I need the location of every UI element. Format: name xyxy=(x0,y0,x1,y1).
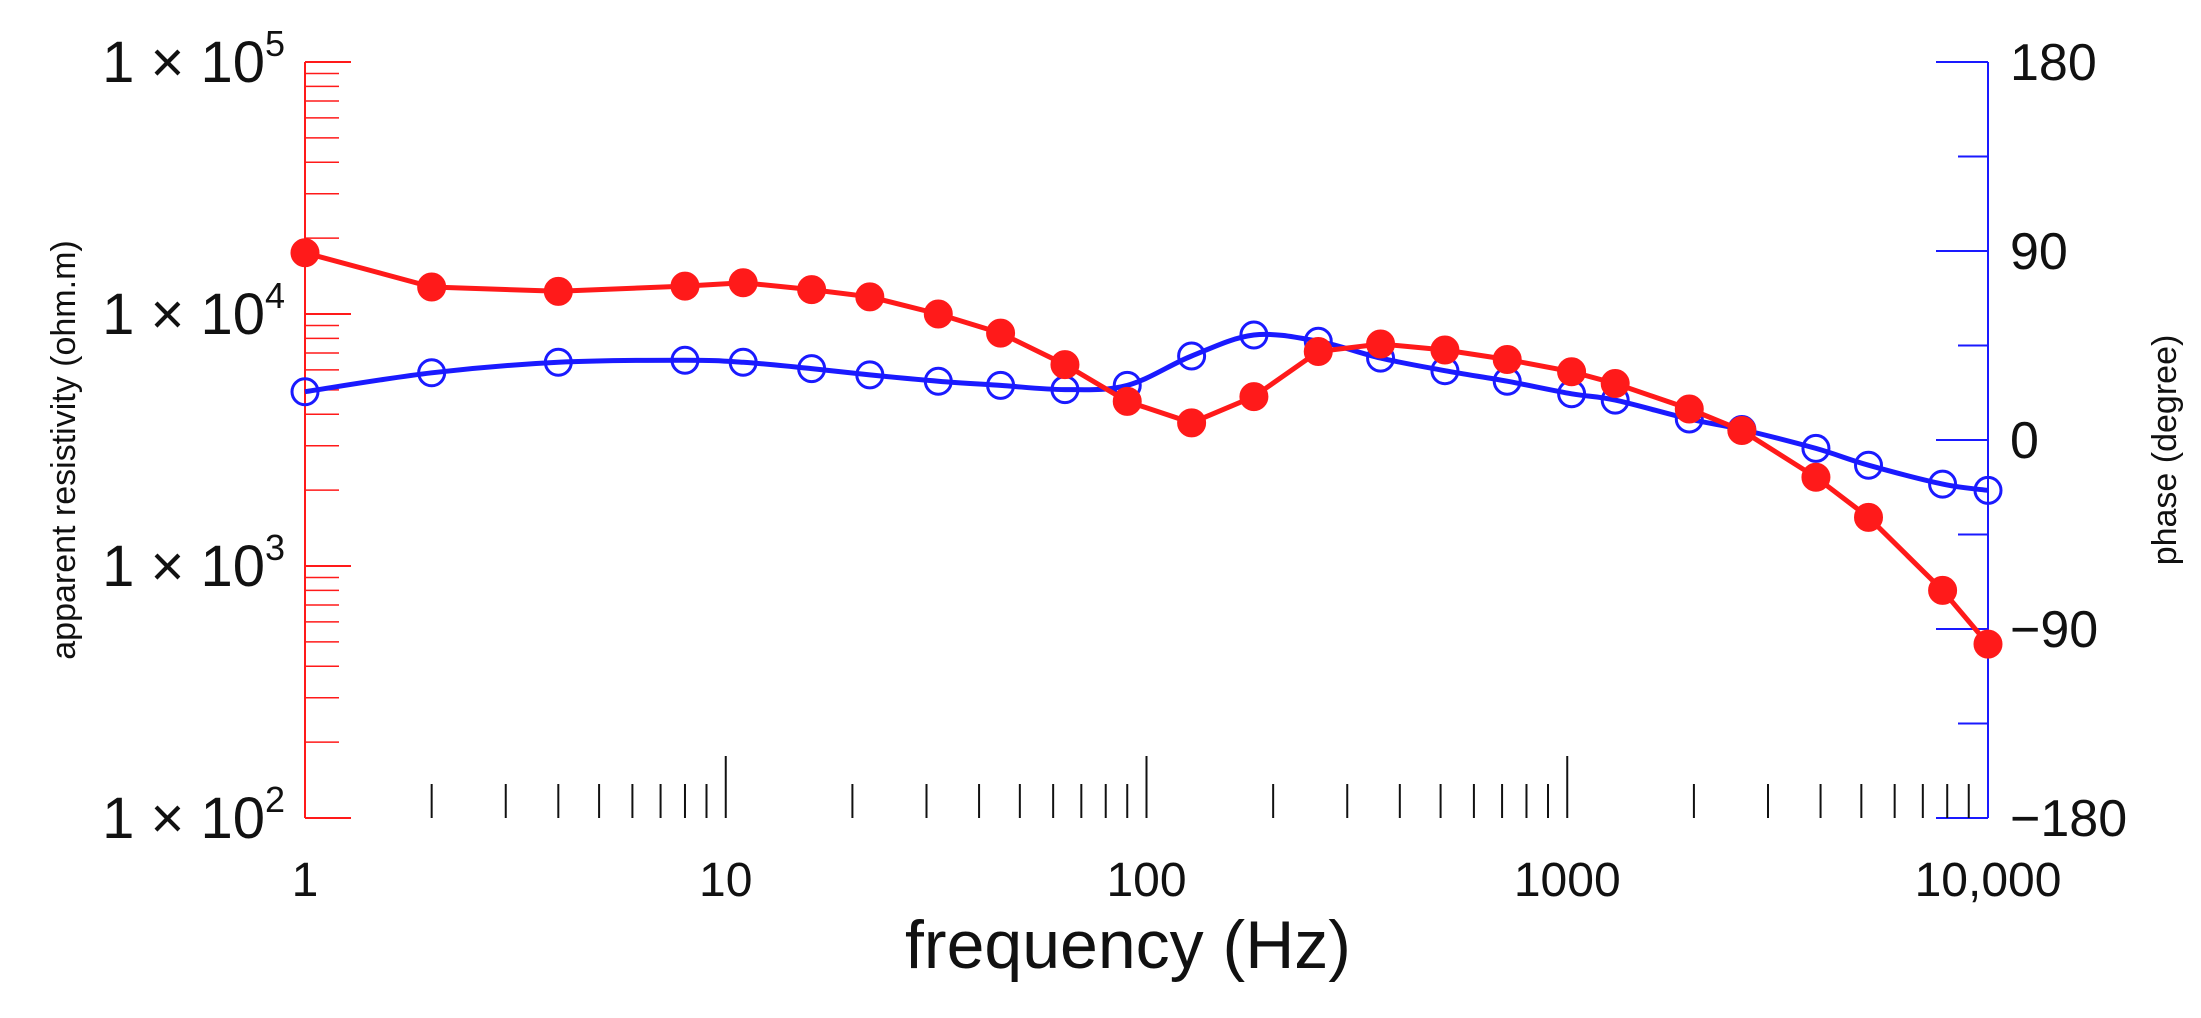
resistivity-point xyxy=(1854,502,1884,532)
resistivity-point xyxy=(1973,629,2003,659)
resistivity-point xyxy=(1492,344,1522,374)
left-tick-label: 1 × 103 xyxy=(102,527,285,599)
resistivity-point xyxy=(1727,415,1757,445)
right-tick-label: 180 xyxy=(2010,34,2097,92)
right-tick-label: −180 xyxy=(2010,790,2127,848)
phase-point xyxy=(417,358,447,388)
phase-line xyxy=(304,331,1989,493)
resistivity-point xyxy=(1366,329,1396,359)
resistivity-point xyxy=(923,299,953,329)
phase-point xyxy=(855,360,885,390)
resistivity-point xyxy=(1239,382,1269,412)
phase-point xyxy=(797,354,827,384)
phase-point xyxy=(543,347,573,377)
resistivity-point xyxy=(1557,357,1587,387)
right-tick-label: −90 xyxy=(2010,601,2098,659)
resistivity-point xyxy=(1801,462,1831,492)
phase-point xyxy=(670,345,700,375)
right-tick-label: 90 xyxy=(2010,223,2068,281)
resistivity-line xyxy=(304,250,1990,646)
x-axis-title: frequency (Hz) xyxy=(905,907,1351,983)
left-y-axis: 1 × 102 1 × 103 1 × 104 1 × 105 xyxy=(102,23,351,851)
resistivity-point xyxy=(1177,408,1207,438)
resistivity-point xyxy=(1112,386,1142,416)
series-resistivity xyxy=(290,238,2003,659)
phase-point xyxy=(290,377,320,407)
left-tick-label: 1 × 105 xyxy=(102,23,285,95)
right-tick-label: 0 xyxy=(2010,412,2039,470)
phase-point xyxy=(1801,433,1831,463)
x-axis: 1 10 100 1000 10,000 xyxy=(292,756,2062,907)
phase-point xyxy=(1239,320,1269,350)
phase-point xyxy=(1928,469,1958,499)
x-tick-label: 1000 xyxy=(1514,854,1621,907)
phase-point xyxy=(986,370,1016,400)
resistivity-point xyxy=(1928,575,1958,605)
phase-point xyxy=(1177,341,1207,371)
x-tick-label: 100 xyxy=(1106,854,1186,907)
series-layer xyxy=(290,238,2003,659)
series-phase xyxy=(290,320,2003,505)
phase-point xyxy=(1973,475,2003,505)
resistivity-point xyxy=(1303,336,1333,366)
resistivity-point xyxy=(855,282,885,312)
right-y-axis-title: phase (degree) xyxy=(2146,335,2184,566)
resistivity-point xyxy=(797,275,827,305)
resistivity-point xyxy=(1430,335,1460,365)
phase-point xyxy=(1854,450,1884,480)
phase-point xyxy=(923,366,953,396)
left-y-axis-title: apparent resistivity (ohm.m) xyxy=(45,240,83,659)
x-tick-label: 10 xyxy=(699,854,752,907)
resistivity-point xyxy=(290,238,320,268)
resistivity-point xyxy=(986,318,1016,348)
x-tick-label: 1 xyxy=(292,854,319,907)
resistivity-point xyxy=(417,272,447,302)
left-tick-label: 1 × 102 xyxy=(102,779,285,851)
resistivity-point xyxy=(728,268,758,298)
resistivity-point xyxy=(670,271,700,301)
resistivity-point xyxy=(543,276,573,306)
left-tick-label: 1 × 104 xyxy=(102,275,285,347)
resistivity-point xyxy=(1050,350,1080,380)
x-tick-label: 10,000 xyxy=(1915,854,2062,907)
resistivity-point xyxy=(1674,394,1704,424)
resistivity-point xyxy=(1600,368,1630,398)
phase-point xyxy=(728,347,758,377)
right-y-axis: 180 90 0 −90 −180 xyxy=(1936,34,2127,848)
